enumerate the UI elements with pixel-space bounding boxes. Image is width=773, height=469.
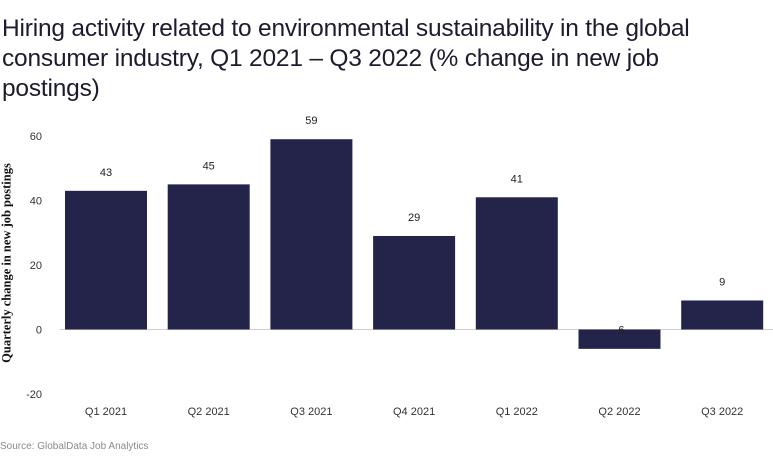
- x-tick-label: Q2 2021: [188, 406, 230, 418]
- y-tick-label: -20: [26, 389, 42, 401]
- bars-group: [65, 139, 764, 349]
- data-label: 59: [305, 115, 317, 127]
- data-label: 45: [203, 160, 215, 172]
- x-tick-label: Q3 2022: [701, 406, 743, 418]
- x-tick-label: Q4 2021: [393, 406, 435, 418]
- x-tick-label: Q2 2022: [598, 406, 640, 418]
- data-labels-group: 43 45 59 29 41 -6 9: [100, 115, 725, 336]
- y-tick-label: 20: [30, 260, 42, 272]
- y-tick-label: 60: [30, 131, 42, 143]
- bar: [65, 190, 147, 330]
- bar: [373, 235, 456, 330]
- x-tick-label: Q1 2022: [496, 406, 538, 418]
- bar: [681, 300, 764, 330]
- x-axis-ticks: Q1 2021 Q2 2021 Q3 2021 Q4 2021 Q1 2022 Q2 20…: [85, 406, 743, 418]
- y-tick-label: 40: [30, 196, 42, 208]
- data-label: -6: [615, 325, 625, 337]
- data-label: 29: [408, 212, 420, 224]
- data-label: 43: [100, 167, 112, 179]
- x-tick-label: Q1 2021: [85, 406, 127, 418]
- y-tick-label: 0: [36, 325, 42, 337]
- bar: [475, 197, 558, 330]
- data-label: 9: [719, 276, 725, 288]
- bar: [578, 329, 661, 349]
- y-axis-ticks: -20 0 20 40 60: [26, 131, 42, 401]
- data-label: 41: [511, 173, 523, 185]
- bar: [270, 139, 353, 330]
- x-tick-label: Q3 2021: [290, 406, 332, 418]
- source-note: Source: GlobalData Job Analytics: [0, 441, 149, 452]
- chart-title: Hiring activity related to environmental…: [2, 15, 690, 102]
- bar: [167, 184, 250, 330]
